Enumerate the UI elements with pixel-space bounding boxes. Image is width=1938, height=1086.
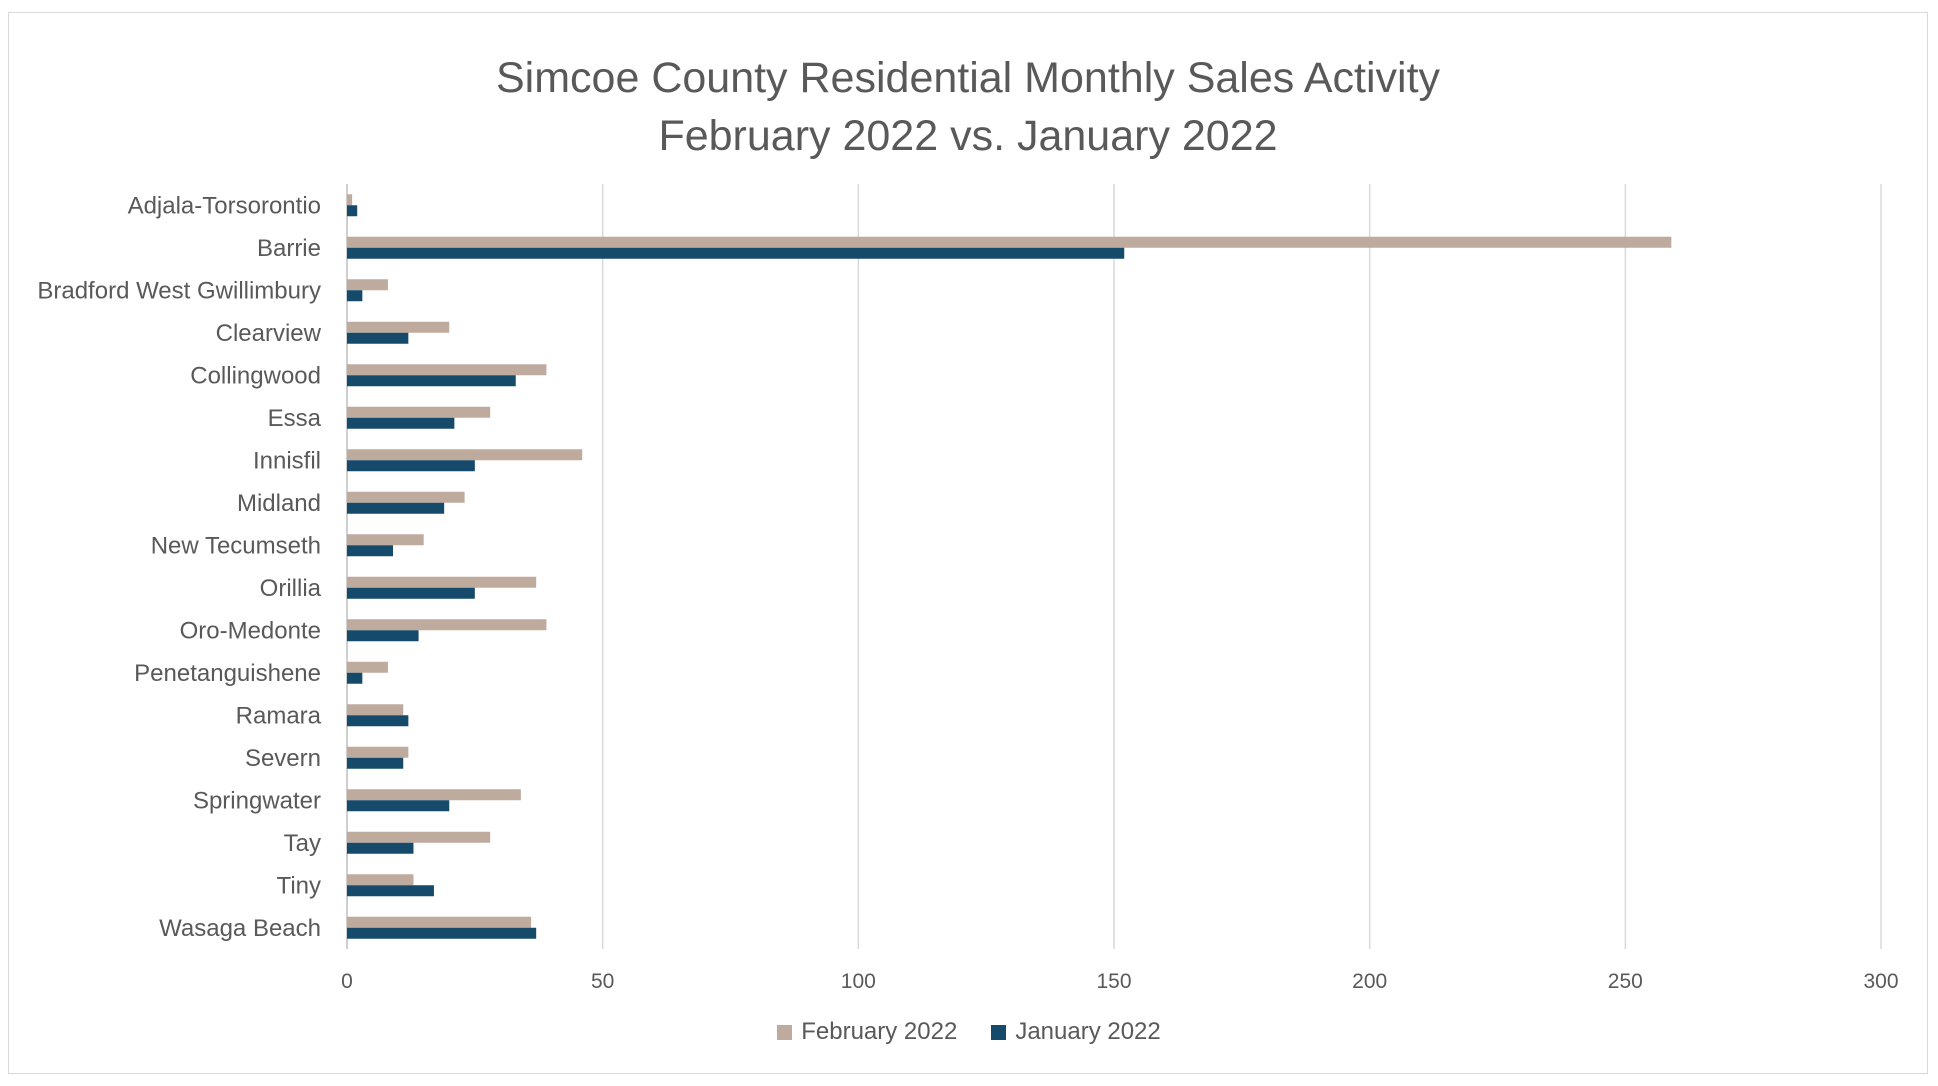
x-tick-label: 50 [591, 970, 614, 993]
category-label: New Tecumseth [151, 532, 321, 559]
bar-feb-10 [347, 619, 547, 631]
bar-jan-8 [347, 545, 394, 557]
bar-jan-3 [347, 332, 409, 344]
bar-jan-14 [347, 800, 450, 812]
bar-jan-15 [347, 842, 414, 854]
bar-jan-2 [347, 290, 363, 302]
bar-feb-3 [347, 321, 450, 333]
x-tick-label: 300 [1863, 970, 1898, 993]
category-label: Barrie [257, 235, 321, 262]
bar-feb-12 [347, 704, 404, 716]
chart-title: Simcoe County Residential Monthly Sales … [495, 54, 1441, 102]
category-label: Midland [237, 490, 321, 517]
legend-label: February 2022 [801, 1018, 958, 1045]
bars [347, 194, 1672, 939]
bar-jan-5 [347, 417, 455, 429]
bar-jan-6 [347, 460, 475, 472]
bar-jan-13 [347, 757, 404, 769]
legend-entry: January 2022 [991, 1018, 1161, 1046]
category-label: Clearview [216, 320, 322, 347]
bar-feb-1 [347, 236, 1672, 248]
x-tick-label: 100 [841, 970, 876, 993]
category-labels: Adjala-Torsorontio Barrie Bradford West Gw… [37, 192, 321, 942]
bar-jan-0 [347, 205, 358, 217]
bar-jan-17 [347, 927, 537, 939]
bar-feb-5 [347, 406, 491, 418]
legend: February 2022 January 2022 [0, 1018, 1938, 1046]
x-tick-label: 0 [341, 970, 353, 993]
bar-jan-1 [347, 247, 1125, 259]
category-label: Penetanguishene [134, 660, 321, 687]
x-tick-labels: 0 50 100 150 200 250 300 [341, 970, 1898, 993]
bar-feb-0 [347, 194, 353, 206]
bar-feb-14 [347, 789, 521, 801]
bar-feb-15 [347, 831, 491, 843]
category-label: Severn [245, 745, 321, 772]
chart-subtitle: February 2022 vs. January 2022 [658, 112, 1278, 160]
bar-jan-4 [347, 375, 516, 387]
bar-feb-2 [347, 279, 388, 291]
bar-jan-12 [347, 715, 409, 727]
x-tick-label: 200 [1352, 970, 1387, 993]
gridlines [346, 184, 1882, 949]
legend-entry: February 2022 [777, 1018, 957, 1046]
legend-label: January 2022 [1015, 1018, 1161, 1045]
bar-jan-7 [347, 502, 445, 514]
legend-swatch [991, 1024, 1007, 1040]
chart-frame: Simcoe County Residential Monthly Sales … [8, 12, 1928, 1074]
x-tick-label: 250 [1608, 970, 1643, 993]
category-label: Innisfil [253, 447, 321, 474]
category-label: Essa [268, 405, 322, 432]
category-label: Oro-Medonte [180, 617, 321, 644]
bar-jan-16 [347, 885, 434, 897]
bar-feb-11 [347, 661, 388, 673]
category-label: Wasaga Beach [159, 915, 321, 942]
bar-feb-9 [347, 576, 537, 588]
category-label: Ramara [236, 702, 322, 729]
legend-swatch [777, 1024, 793, 1040]
bar-feb-13 [347, 746, 409, 758]
bar-feb-4 [347, 364, 547, 376]
bar-feb-16 [347, 874, 414, 886]
bar-jan-10 [347, 630, 419, 642]
category-label: Tay [284, 830, 321, 857]
x-tick-label: 150 [1096, 970, 1131, 993]
category-label: Bradford West Gwillimbury [37, 277, 321, 304]
bar-feb-6 [347, 449, 583, 461]
chart-title-block: Simcoe County Residential Monthly Sales … [9, 49, 1927, 165]
bar-jan-9 [347, 587, 475, 599]
category-label: Orillia [260, 575, 322, 602]
bar-jan-11 [347, 672, 363, 684]
category-label: Adjala-Torsorontio [128, 192, 321, 219]
bar-feb-8 [347, 534, 424, 546]
category-label: Springwater [193, 787, 321, 814]
bar-feb-7 [347, 491, 465, 503]
bar-feb-17 [347, 916, 532, 928]
category-label: Collingwood [190, 362, 321, 389]
category-label: Tiny [277, 872, 321, 899]
